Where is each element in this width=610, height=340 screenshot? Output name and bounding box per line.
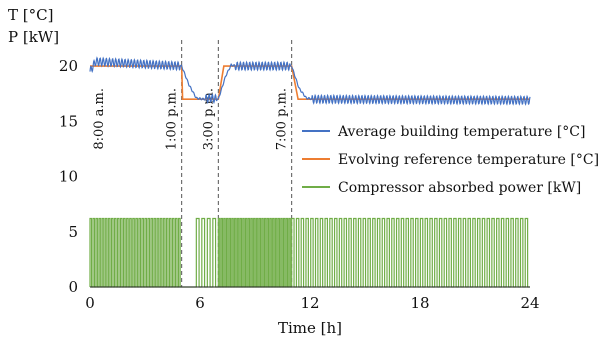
y-tick-label: 10 <box>59 168 78 186</box>
x-tick-label: 12 <box>300 294 319 312</box>
x-axis-title: Time [h] <box>278 319 342 337</box>
legend: Average building temperature [°C] Evolvin… <box>302 124 599 196</box>
event-label: 7:00 p.m. <box>275 88 290 150</box>
legend-label: Compressor absorbed power [kW] <box>338 180 581 196</box>
y-tick-label: 15 <box>59 112 78 130</box>
series-layer <box>89 56 531 288</box>
event-label: 3:00 p.m. <box>201 88 216 150</box>
x-tick-label: 6 <box>195 294 205 312</box>
x-tick-label: 24 <box>520 294 539 312</box>
legend-label: Average building temperature [°C] <box>337 124 585 140</box>
series-line-average-temperature <box>89 56 531 106</box>
y-axis-title-line-1: T [°C] <box>8 6 53 24</box>
y-tick-label: 0 <box>68 278 78 296</box>
x-tick-label: 18 <box>410 294 429 312</box>
event-label: 8:00 a.m. <box>92 88 107 150</box>
event-label: 1:00 p.m. <box>165 88 180 150</box>
axes: 0 6 12 18 24 0 5 10 15 20 <box>59 57 540 312</box>
legend-label: Evolving reference temperature [°C] <box>338 152 599 168</box>
series-line-reference-temperature <box>90 65 530 101</box>
y-tick-label: 5 <box>68 223 78 241</box>
event-markers: 8:00 a.m. 1:00 p.m. 3:00 p.m. 7:00 p.m. <box>92 40 293 287</box>
y-tick-label: 20 <box>59 57 78 75</box>
series-line-compressor-power <box>89 217 530 288</box>
y-axis-title-line-2: P [kW] <box>8 28 59 46</box>
x-tick-label: 0 <box>85 294 95 312</box>
